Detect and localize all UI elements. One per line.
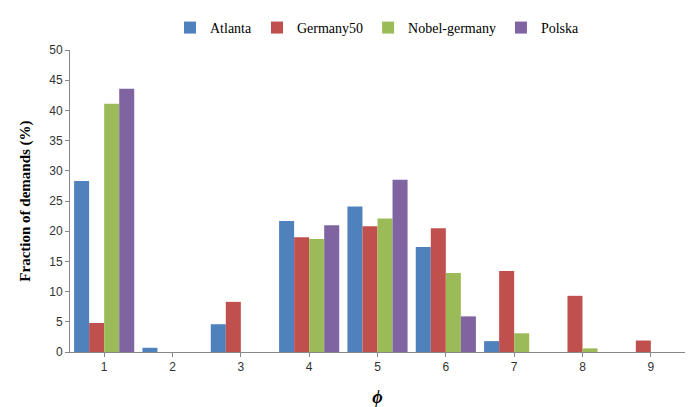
svg-text:6: 6	[442, 360, 449, 374]
svg-text:8: 8	[579, 360, 586, 374]
svg-text:7: 7	[511, 360, 518, 374]
svg-text:50: 50	[49, 43, 63, 57]
svg-text:Polska: Polska	[541, 21, 579, 36]
svg-text:Nobel-germany: Nobel-germany	[408, 21, 496, 36]
svg-text:2: 2	[169, 360, 176, 374]
svg-text:25: 25	[49, 194, 63, 208]
svg-text:Atlanta: Atlanta	[210, 21, 252, 36]
svg-text:1: 1	[101, 360, 108, 374]
svg-text:20: 20	[49, 224, 63, 238]
svg-text:4: 4	[306, 360, 313, 374]
svg-text:5: 5	[374, 360, 381, 374]
svg-text:10: 10	[49, 285, 63, 299]
svg-text:35: 35	[49, 134, 63, 148]
svg-text:Fraction of demands (%): Fraction of demands (%)	[17, 120, 34, 281]
svg-text:9: 9	[647, 360, 654, 374]
svg-text:30: 30	[49, 164, 63, 178]
svg-text:40: 40	[49, 104, 63, 118]
svg-text:Germany50: Germany50	[297, 21, 363, 36]
svg-text:ϕ: ϕ	[372, 387, 382, 407]
svg-text:45: 45	[49, 73, 63, 87]
svg-text:0: 0	[56, 345, 63, 359]
svg-text:5: 5	[56, 315, 63, 329]
svg-text:15: 15	[49, 255, 63, 269]
svg-text:3: 3	[237, 360, 244, 374]
